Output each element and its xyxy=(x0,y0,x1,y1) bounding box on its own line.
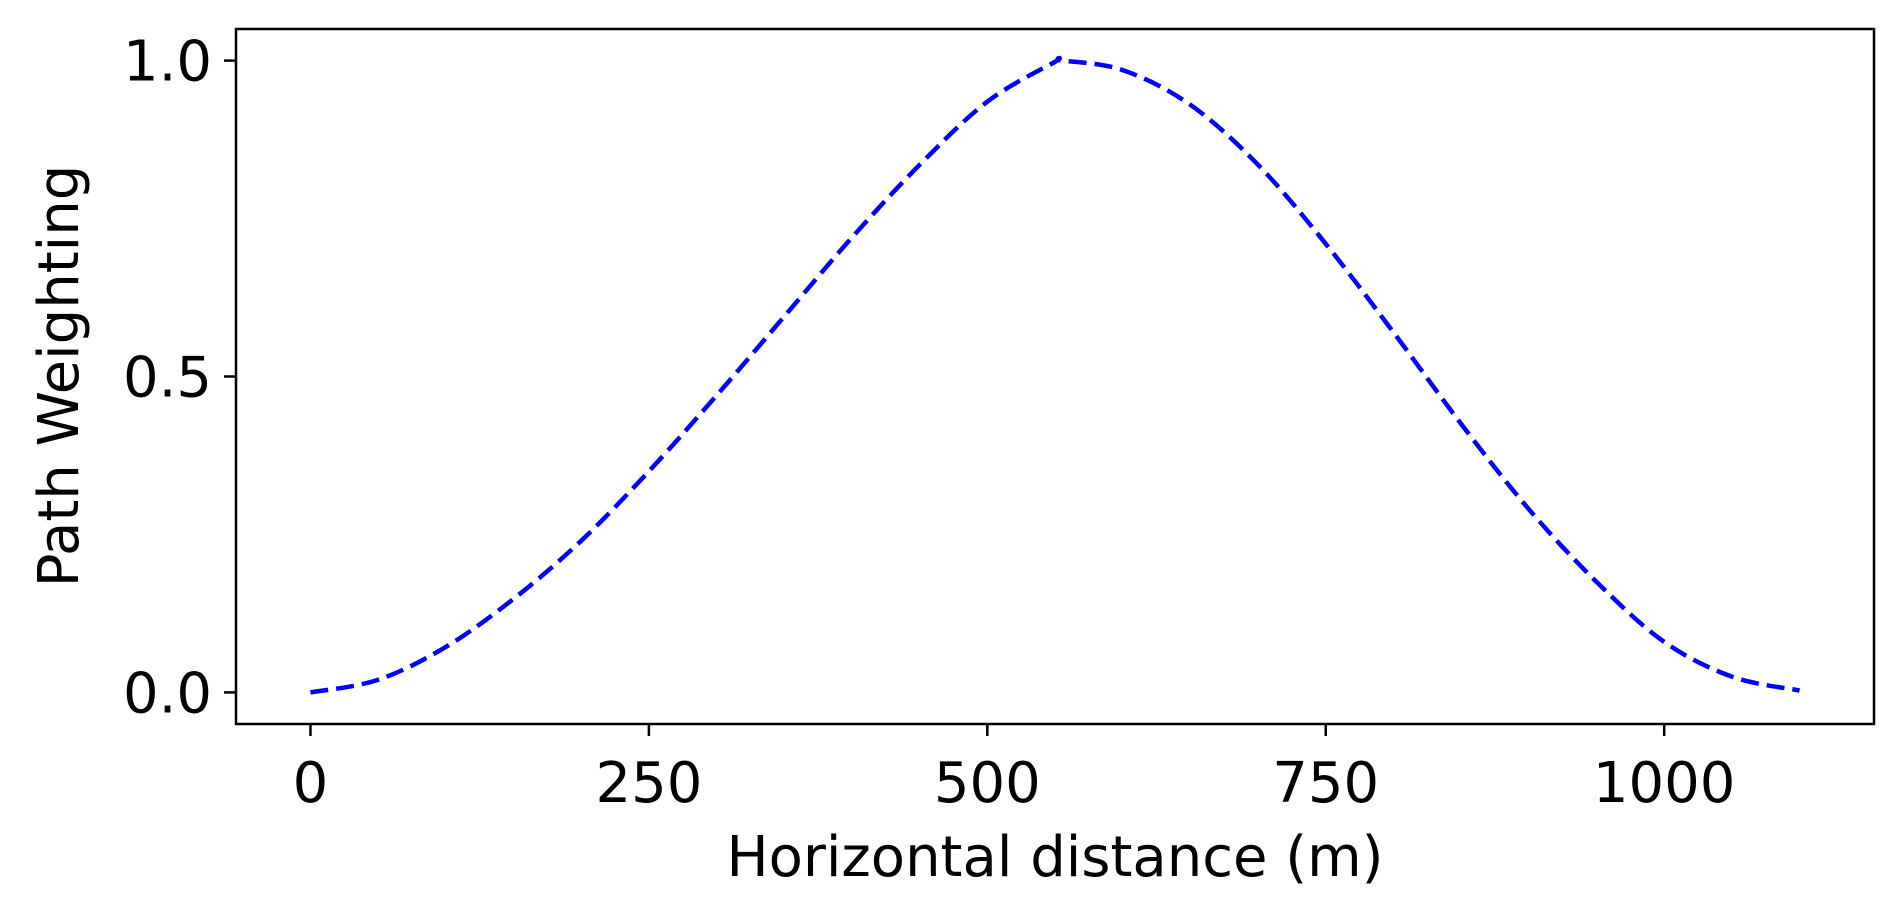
x-tick-label: 750 xyxy=(1272,751,1379,816)
x-tick-label: 0 xyxy=(293,751,329,816)
y-axis-label: Path Weighting xyxy=(27,165,92,588)
x-tick-label: 250 xyxy=(595,751,702,816)
y-tick-label: 0.5 xyxy=(123,346,212,411)
x-tick-label: 500 xyxy=(934,751,1041,816)
plot-frame xyxy=(234,27,1876,726)
axis-ticks: 0 250 500 750 1000 0.0 0.5 1.0 xyxy=(123,30,1735,816)
y-tick-label: 1.0 xyxy=(123,30,212,95)
x-axis-label: Horizontal distance (m) xyxy=(726,825,1383,890)
series-line xyxy=(310,55,1801,695)
series-layer xyxy=(310,55,1801,695)
x-tick-label: 1000 xyxy=(1593,751,1736,816)
y-tick-label: 0.0 xyxy=(123,661,212,726)
